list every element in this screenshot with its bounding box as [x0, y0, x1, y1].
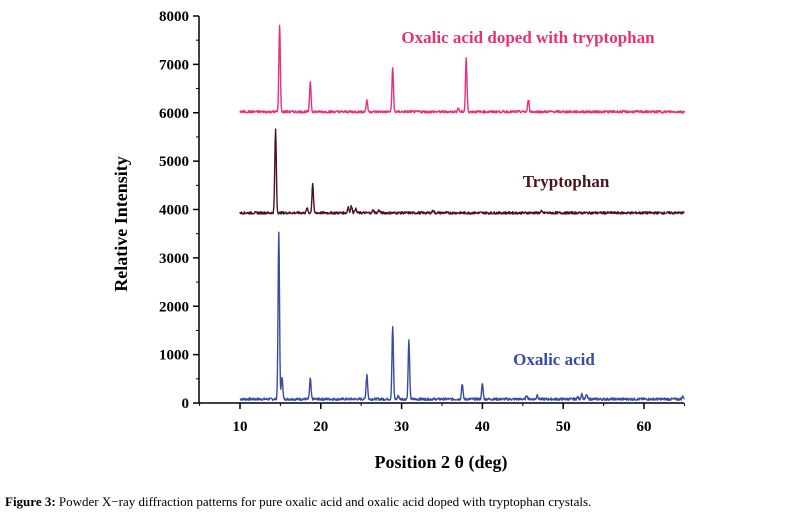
y-tick-label: 4000	[159, 203, 189, 219]
series-label-2: Oxalic acid doped with tryptophan	[401, 28, 655, 47]
figure-caption: Figure 3: Powder X−ray diffraction patte…	[5, 494, 795, 510]
x-tick-label: 10	[233, 419, 248, 435]
x-tick-label: 30	[394, 419, 409, 435]
series-label-0: Oxalic acid	[513, 350, 595, 369]
y-tick-label: 3000	[159, 251, 189, 267]
y-tick-label: 6000	[159, 106, 189, 122]
series-group	[239, 24, 686, 401]
y-tick-label: 1000	[159, 348, 189, 364]
y-tick-label: 8000	[159, 9, 189, 25]
x-tick-label: 40	[475, 419, 490, 435]
x-tick-label: 60	[637, 419, 652, 435]
x-tick-label: 20	[313, 419, 328, 435]
plot-frame	[198, 16, 684, 404]
series-label-1: Tryptophan	[523, 172, 610, 191]
series-line-2	[239, 24, 686, 114]
x-axis-ticks: 10 20 30 40 50 60	[199, 403, 685, 435]
xrd-chart: 0 1000 2000 3000 4000 5000 6000 7000 8000 10 20 30…	[111, 9, 686, 473]
y-axis-ticks: 0 1000 2000 3000 4000 5000 6000 7000 8000	[159, 9, 199, 412]
y-tick-label: 5000	[159, 154, 189, 170]
x-axis-title: Position 2 θ (deg)	[375, 452, 508, 473]
y-tick-label: 2000	[159, 299, 189, 315]
series-labels: Oxalic acid Tryptophan Oxalic acid doped w…	[401, 28, 655, 369]
y-tick-label: 0	[182, 396, 190, 412]
y-axis-title: Relative Intensity	[111, 156, 131, 291]
series-line-0	[239, 231, 686, 401]
figure-caption-text: Powder X−ray diffraction patterns for pu…	[55, 494, 592, 509]
series-line-1	[239, 128, 685, 215]
figure-caption-label: Figure 3:	[5, 494, 56, 509]
y-tick-label: 7000	[159, 57, 189, 73]
x-tick-label: 50	[556, 419, 571, 435]
